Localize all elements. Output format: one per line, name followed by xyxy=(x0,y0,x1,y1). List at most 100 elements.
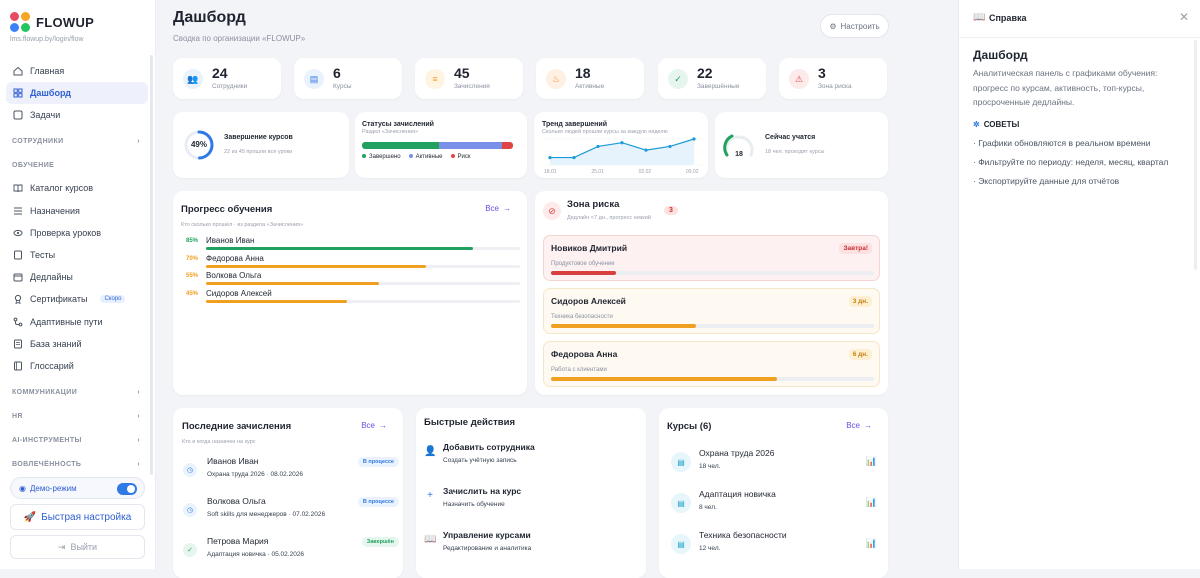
risk-item[interactable]: Новиков Дмитрий Продуктовое обучение Завтр… xyxy=(543,235,880,281)
section-employees[interactable]: СОТРУДНИКИ › xyxy=(6,129,148,153)
sidebar-item-tests[interactable]: Тесты xyxy=(6,244,148,266)
section-communications[interactable]: КОММУНИКАЦИИ › xyxy=(6,381,148,405)
stat-card-employees[interactable]: 👥 24 Сотрудники xyxy=(173,58,281,99)
progress-title: Прогресс обучения xyxy=(181,204,273,215)
risk-fill xyxy=(551,324,697,328)
eye-icon: ◉ xyxy=(19,483,26,493)
sidebar-item-tasks[interactable]: Задачи xyxy=(6,104,148,126)
enrollment-row[interactable]: ◷ Иванов Иван Охрана труда 2026 · 08.02.20… xyxy=(183,456,399,486)
enrollment-row[interactable]: ✓ Петрова Мария Адаптация новичка · 05.02.… xyxy=(183,536,399,566)
progress-all-link[interactable]: Все → xyxy=(485,204,511,213)
quick-action[interactable]: 👤 Добавить сотрудника Создать учётную запи… xyxy=(424,442,634,478)
sidebar-item-home[interactable]: Главная xyxy=(6,60,148,82)
progress-subtitle: Кто сколько прошёл · из раздела «Зачисле… xyxy=(181,222,304,228)
courses-all-link[interactable]: Все → xyxy=(846,421,872,430)
stat-card-risk[interactable]: ⚠ 3 Зона риска xyxy=(779,58,887,99)
course-name: Адаптация новичка xyxy=(699,489,776,499)
logout-icon: ⇥ xyxy=(57,541,66,552)
stat-card-active[interactable]: ♨ 18 Активные xyxy=(536,58,644,99)
risk-track xyxy=(551,271,874,275)
section-label: ОБУЧЕНИЕ xyxy=(12,161,55,169)
test-icon xyxy=(13,250,23,260)
active-gauge xyxy=(723,134,754,157)
certificate-icon xyxy=(13,294,23,305)
sidebar-item-lesson-review[interactable]: Проверка уроков xyxy=(6,222,148,244)
help-panel: 📖 Справка ✕ Дашборд Аналитическая панель… xyxy=(958,0,1200,569)
sidebar-item-assignments[interactable]: Назначения xyxy=(6,200,148,222)
quick-setup-label: Быстрая настройка xyxy=(41,511,132,523)
course-row[interactable]: ▤ Адаптация новичка 8 чел. 📊 xyxy=(671,489,877,521)
sidebar-nav: Главная Дашборд Задачи СОТРУДНИКИ › ОБУЧЕ… xyxy=(6,60,148,477)
analytics-icon[interactable]: 📊 xyxy=(865,456,877,466)
soon-badge: Скоро xyxy=(100,295,126,304)
sidebar-item-certificates[interactable]: Сертификаты Скоро xyxy=(6,288,148,310)
section-ai-tools[interactable]: AI-ИНСТРУМЕНТЫ › xyxy=(6,429,148,453)
customize-button[interactable]: ⚙ Настроить xyxy=(820,14,889,38)
sidebar-item-glossary[interactable]: Глоссарий xyxy=(6,355,148,377)
enrollments-subtitle: Кто и когда назначен на курс xyxy=(182,439,256,445)
active-now-card: 18 Сейчас учатся 18 чел. проходят курсы xyxy=(715,112,888,178)
logo[interactable]: FLOWUP xyxy=(10,12,94,32)
stat-card-completed[interactable]: ✓ 22 Завершённые xyxy=(658,58,766,99)
active-now-title: Сейчас учатся xyxy=(765,134,816,141)
demo-mode-toggle[interactable] xyxy=(117,483,137,495)
quick-action[interactable]: + Зачислить на курс Назначить обучение xyxy=(424,486,634,522)
progress-row[interactable]: 45% Сидоров Алексей xyxy=(186,289,521,306)
close-icon[interactable]: ✕ xyxy=(1178,10,1189,24)
statuses-legend: Завершено Активные Риск xyxy=(362,154,471,160)
enrollment-meta: Охрана труда 2026 · 08.02.2026 xyxy=(207,471,304,478)
analytics-icon[interactable]: 📊 xyxy=(865,497,877,507)
risk-item[interactable]: Сидоров Алексей Техника безопасности 3 дн. xyxy=(543,288,880,334)
customize-label: Настроить xyxy=(840,21,880,31)
sidebar-item-deadlines[interactable]: Дедлайны xyxy=(6,266,148,288)
stat-card-courses[interactable]: ▤ 6 Курсы xyxy=(294,58,402,99)
quick-action[interactable]: 📖 Управление курсами Редактирование и анал… xyxy=(424,530,634,566)
quick-action-title: Управление курсами xyxy=(443,530,531,540)
progress-row[interactable]: 85% Иванов Иван xyxy=(186,236,521,253)
completion-percent: 49% xyxy=(190,140,207,149)
progress-fill xyxy=(206,247,473,250)
section-engagement[interactable]: ВОВЛЕЧЁННОСТЬ › xyxy=(6,453,148,477)
progress-row[interactable]: 70% Федорова Анна xyxy=(186,254,521,271)
book-icon: ▤ xyxy=(671,534,691,554)
trend-chart: 18.01 25.01 02.02 09.02 xyxy=(542,137,702,175)
section-hr[interactable]: HR › xyxy=(6,405,148,429)
statuses-bar xyxy=(362,142,513,149)
risk-fill xyxy=(551,377,778,381)
risk-name: Федорова Анна xyxy=(551,349,618,359)
help-scrollbar[interactable] xyxy=(1194,40,1197,270)
sidebar-item-catalog[interactable]: Каталог курсов xyxy=(6,177,148,199)
progress-fill xyxy=(206,299,348,303)
status-badge: Завершён xyxy=(361,537,399,547)
demo-mode-row: ◉ Демо-режим xyxy=(10,477,145,499)
enrollment-row[interactable]: ◷ Волкова Ольга Soft skills для менеджеров… xyxy=(183,496,399,526)
plus-icon: + xyxy=(427,490,433,501)
quick-setup-button[interactable]: 🚀 Быстрая настройка xyxy=(10,504,145,530)
section-learning[interactable]: ОБУЧЕНИЕ xyxy=(6,153,148,177)
knowledge-icon xyxy=(13,339,23,349)
course-name: Техника безопасности xyxy=(699,530,787,540)
tip-item: · Графики обновляются в реальном времени xyxy=(973,138,1151,148)
risk-track xyxy=(551,324,874,328)
status-segment xyxy=(362,142,440,149)
stat-card-enrollments[interactable]: ≡ 45 Зачисления xyxy=(415,58,523,99)
sidebar-item-adaptive-paths[interactable]: Адаптивные пути xyxy=(6,311,148,333)
sidebar-item-label: База знаний xyxy=(30,338,82,349)
check-icon: ✓ xyxy=(668,69,688,89)
sidebar-scrollbar[interactable] xyxy=(150,55,153,475)
sidebar-item-dashboard[interactable]: Дашборд xyxy=(6,82,148,105)
risk-item[interactable]: Федорова Анна Работа с клиентами 6 дн. xyxy=(543,341,880,387)
logout-button[interactable]: ⇥ Выйти xyxy=(10,535,145,559)
chevron-right-icon: › xyxy=(137,437,140,445)
course-row[interactable]: ▤ Охрана труда 2026 18 чел. 📊 xyxy=(671,448,877,480)
sidebar-item-knowledge-base[interactable]: База знаний xyxy=(6,333,148,355)
course-name: Охрана труда 2026 xyxy=(699,448,775,458)
logo-icon xyxy=(10,12,30,32)
stat-label: Курсы xyxy=(333,83,352,90)
stat-value: 6 xyxy=(333,65,341,81)
analytics-icon[interactable]: 📊 xyxy=(865,538,877,548)
enrollments-all-link[interactable]: Все → xyxy=(361,421,387,430)
enrollments-card: Последние зачисления Все → Кто и когда на… xyxy=(173,408,403,578)
course-row[interactable]: ▤ Техника безопасности 12 чел. 📊 xyxy=(671,530,877,562)
progress-row[interactable]: 55% Волкова Ольга xyxy=(186,271,521,288)
